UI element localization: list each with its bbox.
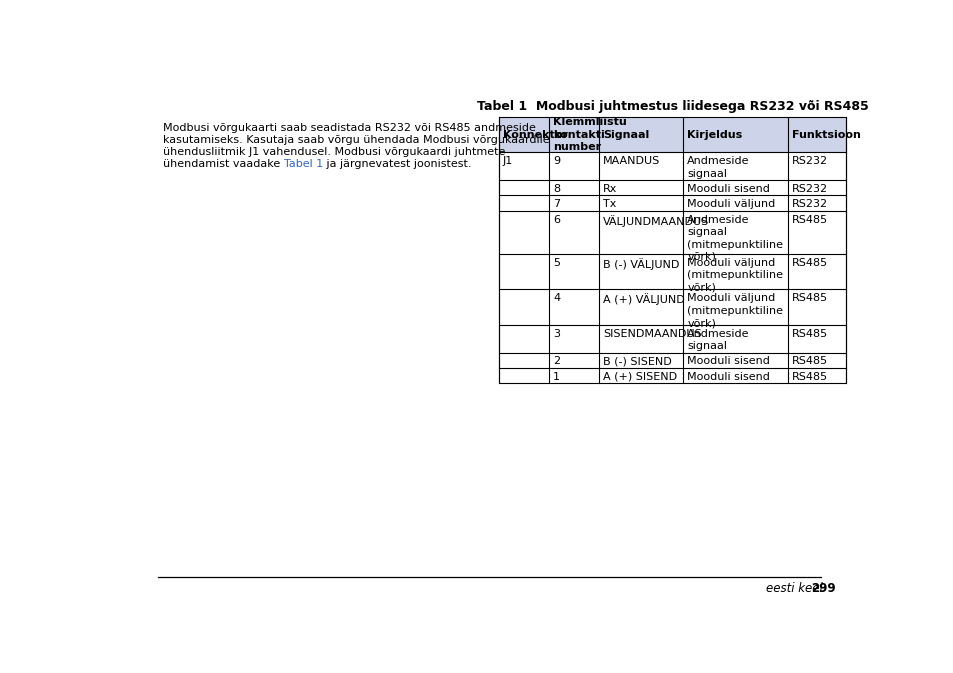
Text: 9: 9 bbox=[553, 156, 559, 166]
Text: VÄLJUNDMAANDUS: VÄLJUNDMAANDUS bbox=[602, 215, 709, 227]
Text: 4: 4 bbox=[553, 293, 559, 304]
Text: 2: 2 bbox=[553, 357, 559, 366]
Text: RS485: RS485 bbox=[791, 328, 827, 339]
Text: 299: 299 bbox=[810, 582, 835, 595]
Text: Klemmliistu
kontakti
number: Klemmliistu kontakti number bbox=[553, 117, 626, 152]
Text: ühendamist vaadake: ühendamist vaadake bbox=[163, 159, 284, 169]
Text: 1: 1 bbox=[553, 371, 559, 382]
Text: kasutamiseks. Kasutaja saab võrgu ühendada Modbusi võrgukaardile: kasutamiseks. Kasutaja saab võrgu ühenda… bbox=[163, 135, 550, 145]
Text: eesti keel: eesti keel bbox=[765, 582, 822, 595]
Text: 3: 3 bbox=[553, 328, 559, 339]
Text: RS232: RS232 bbox=[791, 184, 827, 194]
Text: Konnektor: Konnektor bbox=[502, 130, 567, 140]
Bar bbox=[498, 117, 845, 152]
Text: MAANDUS: MAANDUS bbox=[602, 156, 659, 166]
Text: A (+) SISEND: A (+) SISEND bbox=[602, 371, 677, 382]
Text: Mooduli väljund: Mooduli väljund bbox=[686, 199, 775, 209]
Text: B (-) SISEND: B (-) SISEND bbox=[602, 357, 671, 366]
Text: Mooduli sisend: Mooduli sisend bbox=[686, 371, 769, 382]
Text: Tabel 1: Tabel 1 bbox=[284, 159, 323, 169]
Text: Modbusi võrgukaarti saab seadistada RS232 või RS485 andmeside: Modbusi võrgukaarti saab seadistada RS23… bbox=[163, 123, 536, 133]
Text: B (-) VÄLJUND: B (-) VÄLJUND bbox=[602, 258, 679, 270]
Text: RS232: RS232 bbox=[791, 156, 827, 166]
Text: Mooduli väljund
(mitmepunktiline
võrk): Mooduli väljund (mitmepunktiline võrk) bbox=[686, 258, 782, 293]
Text: Andmeside
signaal
(mitmepunktiline
võrk): Andmeside signaal (mitmepunktiline võrk) bbox=[686, 215, 782, 262]
Text: J1: J1 bbox=[502, 156, 513, 166]
Text: A (+) VÄLJUND: A (+) VÄLJUND bbox=[602, 293, 684, 305]
Text: RS485: RS485 bbox=[791, 258, 827, 268]
Text: Mooduli sisend: Mooduli sisend bbox=[686, 357, 769, 366]
Text: 6: 6 bbox=[553, 215, 559, 225]
Text: RS232: RS232 bbox=[791, 199, 827, 209]
Bar bbox=[498, 117, 845, 384]
Text: Mooduli väljund
(mitmepunktiline
võrk): Mooduli väljund (mitmepunktiline võrk) bbox=[686, 293, 782, 328]
Text: 7: 7 bbox=[553, 199, 559, 209]
Text: 8: 8 bbox=[553, 184, 559, 194]
Text: 5: 5 bbox=[553, 258, 559, 268]
Text: Tabel 1  Modbusi juhtmestus liidesega RS232 või RS485: Tabel 1 Modbusi juhtmestus liidesega RS2… bbox=[476, 100, 867, 113]
Text: RS485: RS485 bbox=[791, 293, 827, 304]
Text: Funktsioon: Funktsioon bbox=[791, 130, 860, 140]
Text: Rx: Rx bbox=[602, 184, 617, 194]
Text: Tx: Tx bbox=[602, 199, 616, 209]
Text: ja järgnevatest joonistest.: ja järgnevatest joonistest. bbox=[323, 159, 472, 169]
Text: RS485: RS485 bbox=[791, 357, 827, 366]
Text: Andmeside
signaal: Andmeside signaal bbox=[686, 328, 749, 351]
Text: Kirjeldus: Kirjeldus bbox=[686, 130, 741, 140]
Text: Andmeside
signaal: Andmeside signaal bbox=[686, 156, 749, 178]
Text: Mooduli sisend: Mooduli sisend bbox=[686, 184, 769, 194]
Text: Signaal: Signaal bbox=[602, 130, 649, 140]
Text: RS485: RS485 bbox=[791, 371, 827, 382]
Text: RS485: RS485 bbox=[791, 215, 827, 225]
Text: ühendusliitmik J1 vahendusel. Modbusi võrgukaardi juhtmete: ühendusliitmik J1 vahendusel. Modbusi võ… bbox=[163, 147, 505, 157]
Text: SISENDMAANDUS: SISENDMAANDUS bbox=[602, 328, 701, 339]
